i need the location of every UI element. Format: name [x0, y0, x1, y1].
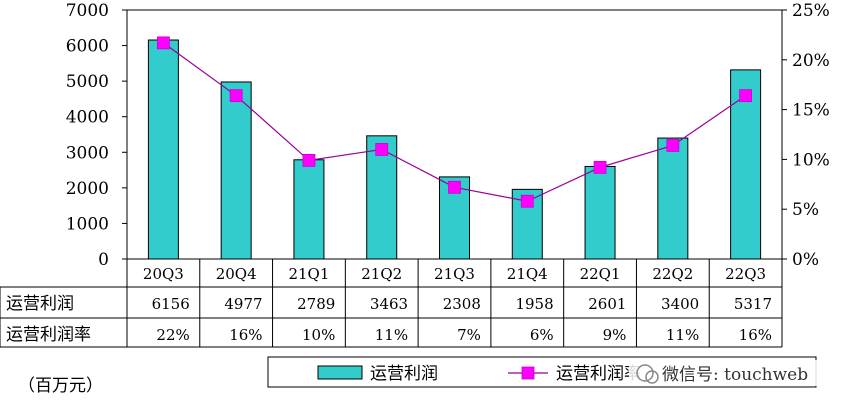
bar	[220, 81, 252, 260]
table-cell: 22%	[156, 326, 189, 344]
margin-point	[229, 89, 243, 103]
right-tick-label: 5%	[792, 200, 819, 220]
legend-label: 运营利润率	[556, 364, 641, 384]
category-label: 22Q2	[652, 265, 693, 283]
table-cell: 2789	[297, 295, 335, 313]
margin-point	[302, 153, 316, 167]
right-tick-label: 0%	[792, 250, 819, 270]
bar-series	[147, 39, 762, 260]
margin-point	[156, 36, 170, 50]
bar	[584, 165, 616, 260]
watermark-text: 微信号: touchweb	[662, 365, 808, 385]
right-tick-label: 25%	[792, 1, 830, 21]
table-cell: 9%	[603, 326, 627, 344]
right-tick-label: 15%	[792, 101, 830, 121]
watermark-backdrop	[629, 360, 849, 386]
table-cell: 2308	[443, 295, 481, 313]
table-row-label: 运营利润	[6, 294, 74, 314]
legend-marker-swatch	[521, 366, 535, 380]
category-label: 21Q1	[288, 265, 329, 283]
margin-point	[448, 180, 461, 194]
legend-label: 运营利润	[370, 364, 438, 384]
table-cell: 2601	[588, 295, 626, 313]
table-cell: 11%	[666, 326, 699, 344]
unit-label: （百万元）	[18, 376, 103, 396]
table-cell: 10%	[302, 326, 335, 344]
table-cell: 4977	[224, 295, 262, 313]
margin-point	[739, 89, 753, 103]
margin-point	[593, 160, 607, 174]
table-cell: 1958	[515, 295, 553, 313]
left-tick-label: 4000	[66, 108, 109, 128]
bar	[657, 137, 689, 260]
category-label: 21Q3	[434, 265, 475, 283]
category-label: 21Q4	[507, 265, 548, 283]
table-cell: 3463	[370, 295, 408, 313]
category-label: 21Q2	[361, 265, 402, 283]
left-tick-label: 6000	[66, 37, 109, 57]
data-table: 20Q3 20Q4 21Q1 21Q2 21Q3 21Q4 22Q1 22Q2 22Q3 运营利润…	[0, 259, 783, 348]
left-y-axis: 0 1000 2000 3000 4000 5000 6000 7000	[66, 1, 127, 270]
table-cell: 16%	[739, 326, 772, 344]
category-label: 20Q4	[216, 265, 257, 283]
margin-point	[666, 139, 680, 152]
right-tick-label: 10%	[792, 150, 830, 170]
table-cell: 16%	[229, 326, 262, 344]
left-tick-label: 0	[98, 250, 109, 270]
bar	[439, 176, 470, 260]
left-tick-label: 1000	[66, 214, 109, 234]
table-cell: 6156	[152, 295, 190, 313]
left-tick-label: 7000	[66, 1, 109, 21]
table-cell: 7%	[457, 326, 481, 344]
left-tick-label: 5000	[66, 72, 109, 92]
bar	[293, 159, 325, 260]
category-label: 22Q3	[725, 265, 766, 283]
category-label: 20Q3	[143, 265, 184, 283]
legend: 运营利润 运营利润率 微信号: touchweb	[267, 356, 849, 388]
right-tick-label: 20%	[792, 51, 830, 71]
right-y-axis: 0% 5% 10% 15% 20% 25%	[782, 1, 830, 270]
left-tick-label: 3000	[66, 143, 109, 163]
bar	[366, 135, 398, 260]
table-cell: 5317	[734, 295, 772, 313]
category-label: 22Q1	[580, 265, 621, 283]
margin-point	[520, 194, 534, 208]
line-series	[156, 36, 753, 208]
wechat-icon-bubble	[645, 370, 659, 384]
table-row-label: 运营利润率	[6, 325, 91, 345]
table-cell: 6%	[530, 326, 554, 344]
table-cell: 3400	[661, 295, 699, 313]
bar	[147, 39, 179, 260]
margin-point	[375, 143, 389, 156]
wechat-icon	[636, 364, 654, 382]
legend-bar-swatch	[317, 365, 363, 380]
table-cell: 11%	[375, 326, 408, 344]
left-tick-label: 2000	[66, 179, 109, 199]
